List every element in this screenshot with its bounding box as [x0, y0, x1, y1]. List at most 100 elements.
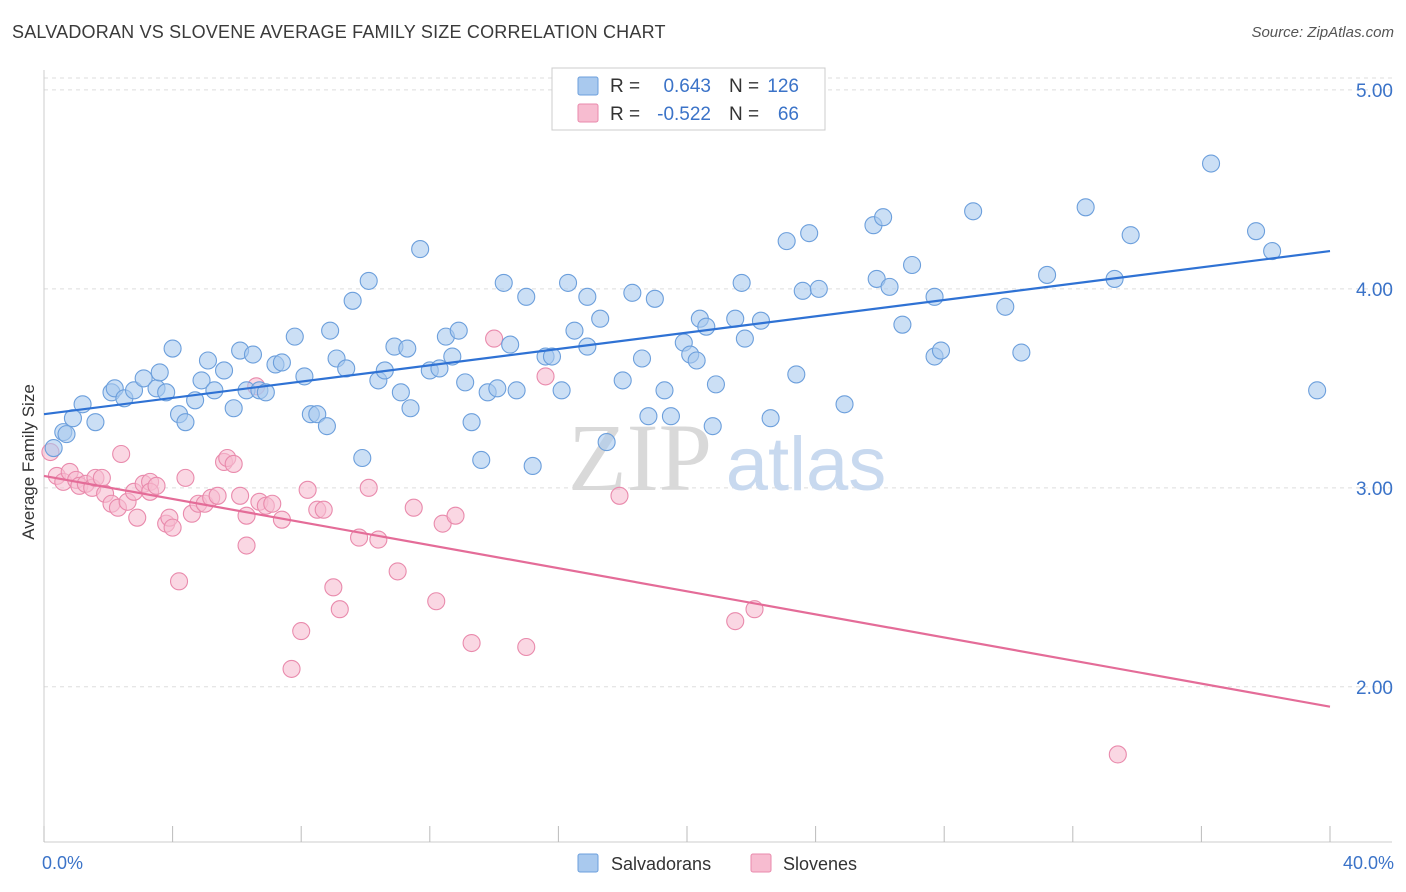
- salvadorans-point: [359, 271, 378, 290]
- slovenes-swatch: [577, 103, 599, 123]
- slovenes-point: [92, 468, 111, 487]
- salvadorans-point: [902, 255, 922, 275]
- watermark: ZIP atlas: [568, 404, 886, 511]
- y-tick-label: 4.00: [1356, 280, 1393, 301]
- slovenes-point: [163, 518, 182, 537]
- salvadorans-point: [1201, 154, 1221, 173]
- slovenes-point: [726, 612, 745, 631]
- slovenes-point: [237, 536, 256, 555]
- salvadorans-point: [867, 269, 886, 288]
- slovenes-point: [128, 508, 147, 527]
- slovenes-point: [610, 486, 629, 505]
- slovenes-point: [433, 514, 452, 533]
- salvadorans-point: [517, 287, 536, 306]
- salvadorans-point: [494, 273, 513, 292]
- r-label: R =: [610, 76, 640, 97]
- n-label: N =: [729, 104, 759, 125]
- salvadorans-point: [57, 425, 76, 444]
- salvadorans-point: [1012, 343, 1031, 362]
- salvadorans-point: [697, 317, 716, 336]
- salvadorans-point: [224, 399, 243, 418]
- salvadorans-point: [874, 208, 893, 227]
- salvadorans-point: [687, 351, 706, 370]
- salvadorans-point: [44, 438, 63, 458]
- salvadorans-point: [507, 381, 526, 400]
- salvadorans-point: [205, 381, 224, 400]
- salvadorans-point: [1308, 381, 1327, 400]
- salvadorans-point: [578, 287, 597, 306]
- slovenes-point: [1108, 745, 1127, 764]
- slovenes-point: [462, 633, 481, 653]
- slovenes-point: [485, 329, 504, 348]
- salvadorans-point: [565, 321, 584, 340]
- points-layer: [41, 154, 1327, 764]
- slovenes-point: [404, 498, 423, 517]
- legend-salvadorans-label: Salvadorans: [611, 854, 711, 874]
- slovenes-point: [298, 480, 317, 499]
- salvadorans-point: [655, 381, 674, 400]
- salvadorans-point: [552, 381, 571, 400]
- salvadorans-point: [591, 309, 610, 328]
- slovenes-point: [237, 506, 256, 525]
- salvadorans-point: [198, 351, 218, 370]
- y-tick-label: 5.00: [1356, 81, 1393, 102]
- salvadorans-point: [411, 240, 430, 259]
- slovenes-point: [282, 659, 301, 678]
- legend-salvadorans-swatch: [577, 853, 599, 873]
- stats-legend: R = 0.643 N = 126 R = -0.522 N = 66: [551, 67, 826, 131]
- salvadorans-point: [632, 349, 652, 368]
- salvadorans-point: [449, 321, 468, 340]
- salvadorans-point: [456, 373, 475, 392]
- slovenes-point: [292, 622, 311, 641]
- slovenes-point: [231, 486, 250, 505]
- salvadorans-point: [86, 413, 105, 432]
- trend-layer: [43, 249, 1331, 708]
- n-value: 126: [767, 76, 799, 97]
- watermark-zip: ZIP: [568, 404, 712, 511]
- salvadorans-point: [1247, 222, 1266, 241]
- r-label: R =: [610, 104, 640, 125]
- salvadorans-point: [272, 353, 291, 372]
- slovenes-point: [369, 530, 388, 549]
- salvadorans-point: [787, 365, 806, 384]
- salvadorans-point: [401, 399, 420, 418]
- slovenes-point: [314, 500, 333, 519]
- salvadorans-point: [893, 315, 912, 334]
- salvadorans-trend-line: [43, 249, 1331, 416]
- salvadorans-point: [214, 361, 234, 380]
- salvadorans-point: [880, 277, 899, 296]
- series-legend: Salvadorans Slovenes: [577, 853, 857, 874]
- y-tick-label: 2.00: [1356, 678, 1393, 699]
- salvadorans-point: [398, 339, 417, 358]
- salvadorans-point: [703, 417, 722, 436]
- source-label: Source: ZipAtlas.com: [1251, 24, 1394, 41]
- n-label: N =: [729, 76, 759, 97]
- salvadorans-point: [613, 371, 632, 390]
- salvadorans-point: [472, 450, 491, 470]
- slovenes-point: [169, 572, 189, 591]
- y-axis-label: Average Family Size: [19, 384, 38, 540]
- slovenes-point: [517, 637, 536, 657]
- slovenes-point: [224, 454, 243, 474]
- slovenes-point: [427, 592, 446, 611]
- slovenes-trend-line: [43, 474, 1331, 708]
- salvadorans-point: [793, 281, 812, 300]
- salvadorans-point: [623, 283, 642, 302]
- salvadorans-point: [443, 347, 462, 366]
- salvadorans-point: [523, 456, 542, 475]
- watermark-atlas: atlas: [726, 422, 887, 507]
- salvadorans-point: [996, 297, 1015, 316]
- salvadorans-point: [735, 329, 754, 348]
- salvadorans-point: [321, 321, 340, 340]
- salvadorans-point: [1038, 265, 1057, 284]
- salvadorans-point: [157, 383, 176, 402]
- salvadorans-point: [835, 395, 854, 414]
- salvadorans-point: [124, 381, 144, 400]
- salvadorans-point: [391, 383, 410, 402]
- salvadorans-point: [800, 224, 819, 243]
- slovenes-point: [263, 494, 282, 513]
- salvadorans-point: [353, 448, 372, 468]
- salvadorans-point: [256, 383, 275, 402]
- slovenes-point: [359, 478, 378, 497]
